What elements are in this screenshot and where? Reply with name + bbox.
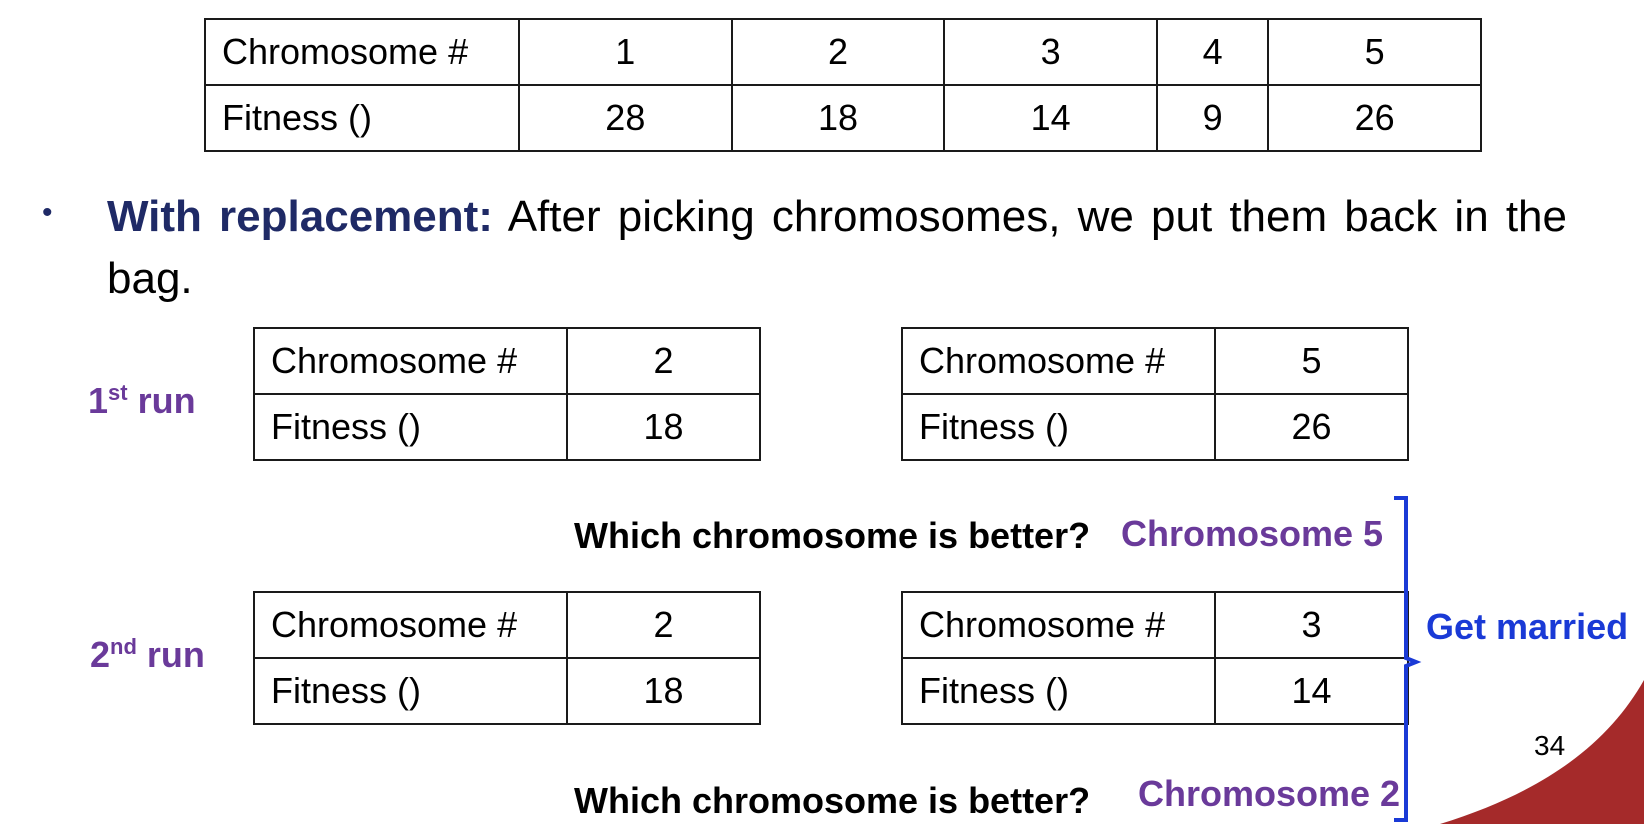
row-label: Fitness () [901,657,1216,725]
table-row: Chromosome # 3 [901,591,1409,659]
cell: 3 [1214,591,1409,659]
cell: 4 [1155,18,1270,86]
row-label: Chromosome # [253,327,568,395]
cell: 5 [1214,327,1409,395]
cell: 18 [730,84,946,152]
brace-icon [1394,496,1422,822]
cell: 9 [1155,84,1270,152]
run1-sup: st [108,380,128,405]
table-row: Fitness () 26 [901,393,1409,461]
cell: 26 [1214,393,1409,461]
row-label: Fitness () [253,393,568,461]
cell: 5 [1267,18,1482,86]
table-row: Fitness () 28 18 14 9 26 [204,84,1482,152]
row-label: Fitness () [901,393,1216,461]
run2-question: Which chromosome is better? [574,780,1091,821]
run1-left-table: Chromosome # 2 Fitness () 18 [253,327,761,461]
cell: 1 [518,18,733,86]
table-row: Fitness () 18 [253,657,761,725]
cell: 2 [566,591,761,659]
run1-label: 1st run [88,380,196,422]
cell: 3 [943,18,1158,86]
row-label: Chromosome # [901,591,1216,659]
row-label: Fitness () [204,84,520,152]
run2-left-table: Chromosome # 2 Fitness () 18 [253,591,761,725]
run1-right-table: Chromosome # 5 Fitness () 26 [901,327,1409,461]
run2-word: run [136,634,205,675]
get-married-label: Get married [1426,606,1629,647]
table-row: Chromosome # 1 2 3 4 5 [204,18,1482,86]
row-label: Fitness () [253,657,568,725]
run1-num: 1 [88,380,109,421]
cell: 28 [518,84,733,152]
run1-answer: Chromosome 5 [1121,513,1384,554]
table-row: Fitness () 14 [901,657,1409,725]
main-fitness-table: Chromosome # 1 2 3 4 5 Fitness () 28 18 … [204,18,1482,152]
run2-label: 2nd run [90,634,205,676]
row-label: Chromosome # [901,327,1216,395]
bullet-text: After picking chromosomes, we put them b… [107,192,1567,303]
bullet-paragraph: With replacement: After picking chromoso… [107,186,1567,310]
run2-sup: nd [110,634,137,659]
table-row: Chromosome # 2 [253,591,761,659]
table-row: Chromosome # 2 [253,327,761,395]
row-label: Chromosome # [253,591,568,659]
bullet-bold: With replacement: [107,192,493,241]
cell: 26 [1267,84,1482,152]
cell: 14 [1214,657,1409,725]
row-label: Chromosome # [204,18,520,86]
cell: 18 [566,393,761,461]
run2-num: 2 [90,634,111,675]
table-row: Fitness () 18 [253,393,761,461]
run2-right-table: Chromosome # 3 Fitness () 14 [901,591,1409,725]
corner-decoration [1440,680,1644,824]
cell: 2 [730,18,946,86]
run1-question: Which chromosome is better? [574,515,1091,556]
bullet-icon: • [42,196,53,229]
run2-answer: Chromosome 2 [1138,773,1401,814]
cell: 14 [943,84,1158,152]
cell: 2 [566,327,761,395]
cell: 18 [566,657,761,725]
page-number: 34 [1534,730,1566,761]
table-row: Chromosome # 5 [901,327,1409,395]
run1-word: run [127,380,196,421]
